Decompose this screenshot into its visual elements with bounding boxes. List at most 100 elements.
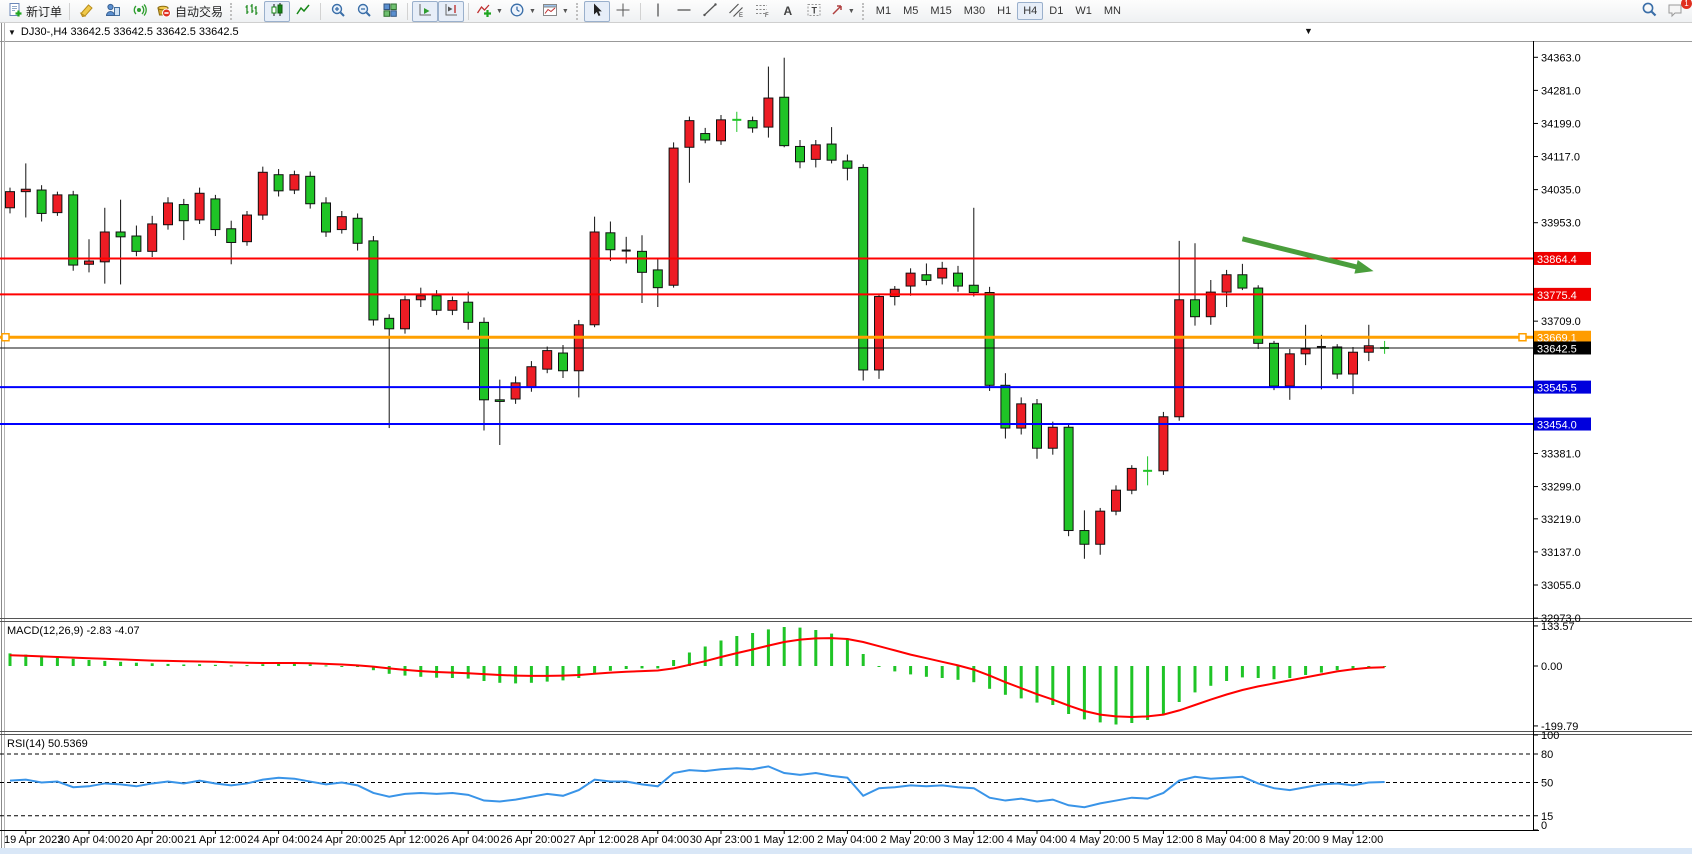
channel-icon: E <box>728 2 744 21</box>
equidistant-channel-tool[interactable]: E <box>723 1 749 22</box>
timeframe-M15[interactable]: M15 <box>930 5 952 17</box>
price-line-label: 33642.5 <box>1537 343 1577 355</box>
zoom-in-button[interactable] <box>325 1 351 22</box>
market-watch-button[interactable] <box>100 1 126 22</box>
toolbar-right-group: 1 <box>1636 0 1692 22</box>
candlestick-chart-button[interactable] <box>264 0 291 22</box>
chart-title: DJ30-,H4 33642.5 33642.5 33642.5 33642.5 <box>20 26 239 38</box>
search-button[interactable] <box>1636 1 1662 22</box>
indicators-icon <box>476 2 492 21</box>
timeframe-W1[interactable]: W1 <box>1075 5 1092 17</box>
main-toolbar: 新订单 自动交易 <box>0 0 1692 23</box>
price-tick-label: 34363.0 <box>1541 52 1581 64</box>
price-tick-label: 33299.0 <box>1541 482 1581 494</box>
macd-scale-label: 133.57 <box>1541 621 1575 633</box>
toolbar-grip <box>861 2 866 20</box>
price-line-label: 33545.5 <box>1537 383 1577 395</box>
notification-badge: 1 <box>1681 0 1692 9</box>
time-label: 5 May 12:00 <box>1133 834 1194 846</box>
timeframe-M5[interactable]: M5 <box>903 5 919 17</box>
arrows-tool[interactable]: ▼ <box>827 1 858 22</box>
text-label-tool[interactable]: T <box>801 1 827 22</box>
periods-button[interactable]: ▼ <box>506 1 539 22</box>
separator <box>69 2 71 20</box>
signals-button[interactable] <box>126 1 152 22</box>
timeframe-H1[interactable]: H1 <box>997 5 1012 17</box>
autotrading-icon <box>155 2 172 21</box>
arrow-objects-icon <box>830 2 844 21</box>
new-order-button[interactable]: 新订单 <box>4 1 65 22</box>
time-label: 21 Apr 12:00 <box>184 834 246 846</box>
indicators-button[interactable]: ▼ <box>473 1 506 22</box>
time-label: 28 Apr 04:00 <box>627 834 689 846</box>
chart-shift-button[interactable] <box>438 0 465 22</box>
templates-button[interactable]: ▼ <box>539 1 572 22</box>
tile-windows-button[interactable] <box>377 1 403 22</box>
chat-bubble-icon <box>1667 2 1684 21</box>
price-line-label: 33864.4 <box>1537 254 1577 266</box>
template-icon <box>542 2 558 21</box>
timeframe-D1[interactable]: D1 <box>1049 5 1064 17</box>
svg-text:F: F <box>765 13 769 18</box>
horizontal-line-tool[interactable] <box>671 1 697 22</box>
time-label: 8 May 20:00 <box>1260 834 1321 846</box>
zoom-in-icon <box>330 2 346 21</box>
toolbar-grip <box>575 2 580 20</box>
timeframe-M1[interactable]: M1 <box>875 5 892 17</box>
autotrading-button[interactable]: 自动交易 <box>152 1 226 22</box>
hline-handle[interactable] <box>1 332 10 342</box>
dropdown-arrow-icon: ▼ <box>528 7 536 15</box>
price-tick-label: 33055.0 <box>1541 580 1581 592</box>
svg-text:E: E <box>739 13 743 18</box>
timeframe-MN[interactable]: MN <box>1103 5 1121 17</box>
rsi-scale-label: 0 <box>1541 820 1547 832</box>
macd-signal-line <box>9 637 1385 718</box>
vertical-line-tool[interactable] <box>645 1 671 22</box>
sonar-icon <box>131 2 147 21</box>
bar-chart-button[interactable] <box>238 1 264 22</box>
arrow-annotation[interactable] <box>1241 236 1374 274</box>
new-order-icon <box>7 2 23 21</box>
price-tick-label: 33953.0 <box>1541 218 1581 230</box>
time-label: 4 May 04:00 <box>1007 834 1068 846</box>
time-label: 2 May 04:00 <box>817 834 878 846</box>
styler-button[interactable] <box>74 1 100 22</box>
ohlc-bars-icon <box>243 2 259 21</box>
price-tick-label: 34281.0 <box>1541 85 1581 97</box>
price-tick-label: 32973.0 <box>1541 613 1581 625</box>
trader-profile-icon <box>105 2 121 21</box>
line-chart-button[interactable] <box>290 1 316 22</box>
timeframe-M30[interactable]: M30 <box>963 5 986 17</box>
rsi-label: RSI(14) 50.5369 <box>7 738 88 750</box>
notifications-button[interactable]: 1 <box>1662 0 1692 22</box>
toolbar-grip <box>230 2 234 20</box>
rsi-scale-label: 80 <box>1541 749 1553 761</box>
fibonacci-tool[interactable]: F <box>749 1 775 22</box>
price-tick-label: 33137.0 <box>1541 547 1581 559</box>
timeframe-H4[interactable]: H4 <box>1017 2 1044 20</box>
time-label: 26 Apr 20:00 <box>500 834 562 846</box>
clock-icon <box>509 2 525 21</box>
horizontal-lines[interactable] <box>0 257 1533 426</box>
price-line-label: 33775.4 <box>1537 290 1577 302</box>
rsi-pane: RSI(14) 50.5369 100 80 50 150 <box>0 730 1559 832</box>
time-label: 1 May 12:00 <box>754 834 815 846</box>
chart-shift-marker[interactable]: ▼ <box>1304 26 1313 36</box>
auto-scroll-button[interactable] <box>412 0 439 22</box>
vertical-line-icon <box>652 2 664 21</box>
price-tick-label: 34035.0 <box>1541 185 1581 197</box>
zoom-out-button[interactable] <box>351 1 377 22</box>
trendline-tool[interactable] <box>697 1 723 22</box>
cursor-button[interactable] <box>583 0 610 22</box>
price-tick-label: 33381.0 <box>1541 448 1581 460</box>
symbol-collapse-icon[interactable]: ▼ <box>8 27 16 37</box>
chart-shift-icon <box>443 2 459 21</box>
candles <box>5 57 1390 559</box>
price-axis[interactable]: 34363.0 34281.0 34199.0 34117.0 34035.0 33953… <box>1533 52 1591 625</box>
text-tool[interactable]: A <box>775 1 801 22</box>
price-tick-label: 34117.0 <box>1541 152 1580 164</box>
crosshair-button[interactable] <box>610 1 636 22</box>
hline-handle[interactable] <box>1518 332 1527 342</box>
cursor-arrow-icon <box>589 2 605 21</box>
